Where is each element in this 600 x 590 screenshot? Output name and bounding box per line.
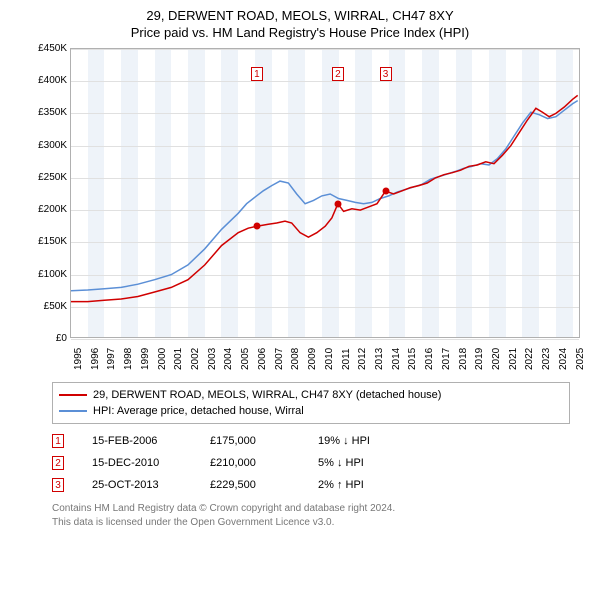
legend-label: 29, DERWENT ROAD, MEOLS, WIRRAL, CH47 8X… xyxy=(93,387,441,403)
y-tick-label: £350K xyxy=(23,107,67,118)
legend-swatch xyxy=(59,410,87,412)
x-tick-label: 1995 xyxy=(73,348,84,370)
sale-marker: 2 xyxy=(52,456,64,470)
sale-row: 1 15-FEB-2006 £175,000 19% ↓ HPI xyxy=(52,430,570,452)
y-tick-label: £250K xyxy=(23,172,67,183)
x-tick-label: 2010 xyxy=(324,348,335,370)
sale-date: 25-OCT-2013 xyxy=(92,474,182,496)
sale-price: £229,500 xyxy=(210,474,290,496)
x-tick-label: 1996 xyxy=(90,348,101,370)
y-tick-label: £450K xyxy=(23,43,67,54)
sales-table: 1 15-FEB-2006 £175,000 19% ↓ HPI 2 15-DE… xyxy=(52,430,570,496)
legend-label: HPI: Average price, detached house, Wirr… xyxy=(93,403,304,419)
sale-price: £175,000 xyxy=(210,430,290,452)
sale-date: 15-FEB-2006 xyxy=(92,430,182,452)
x-tick-label: 2016 xyxy=(424,348,435,370)
footer-line: Contains HM Land Registry data © Crown c… xyxy=(52,502,570,516)
sale-marker-box: 2 xyxy=(332,67,344,81)
x-tick-label: 2007 xyxy=(274,348,285,370)
sale-marker-box: 1 xyxy=(251,67,263,81)
x-tick-label: 2014 xyxy=(391,348,402,370)
x-tick-label: 2012 xyxy=(357,348,368,370)
y-tick-label: £100K xyxy=(23,269,67,280)
title-subtitle: Price paid vs. HM Land Registry's House … xyxy=(10,25,590,40)
x-tick-label: 2004 xyxy=(223,348,234,370)
sale-date: 15-DEC-2010 xyxy=(92,452,182,474)
sale-row: 3 25-OCT-2013 £229,500 2% ↑ HPI xyxy=(52,474,570,496)
x-tick-label: 2008 xyxy=(290,348,301,370)
x-tick-label: 2019 xyxy=(474,348,485,370)
legend-swatch xyxy=(59,394,87,396)
plot-area: £0£50K£100K£150K£200K£250K£300K£350K£400… xyxy=(70,48,580,338)
x-tick-label: 2021 xyxy=(508,348,519,370)
x-tick-label: 2000 xyxy=(157,348,168,370)
sale-price: £210,000 xyxy=(210,452,290,474)
x-tick-label: 2023 xyxy=(541,348,552,370)
chart-wrap: £0 £50K £100K £150K £200K £250K £300K £350K £400… xyxy=(20,48,580,374)
sale-marker-box: 3 xyxy=(380,67,392,81)
legend: 29, DERWENT ROAD, MEOLS, WIRRAL, CH47 8X… xyxy=(52,382,570,424)
footer-line: This data is licensed under the Open Gov… xyxy=(52,516,570,530)
series-property xyxy=(71,95,578,301)
x-tick-label: 2001 xyxy=(173,348,184,370)
title-block: 29, DERWENT ROAD, MEOLS, WIRRAL, CH47 8X… xyxy=(0,0,600,44)
series-svg xyxy=(71,49,581,339)
sale-diff: 19% ↓ HPI xyxy=(318,430,418,452)
sale-diff: 5% ↓ HPI xyxy=(318,452,418,474)
x-tick-label: 1998 xyxy=(123,348,134,370)
legend-row: HPI: Average price, detached house, Wirr… xyxy=(59,403,563,419)
x-tick-label: 2024 xyxy=(558,348,569,370)
sale-diff: 2% ↑ HPI xyxy=(318,474,418,496)
series-hpi xyxy=(71,101,578,291)
y-tick-label: £200K xyxy=(23,204,67,215)
sale-marker-dot xyxy=(334,200,341,207)
sale-row: 2 15-DEC-2010 £210,000 5% ↓ HPI xyxy=(52,452,570,474)
legend-row: 29, DERWENT ROAD, MEOLS, WIRRAL, CH47 8X… xyxy=(59,387,563,403)
x-tick-label: 2013 xyxy=(374,348,385,370)
x-tick-label: 2020 xyxy=(491,348,502,370)
x-tick-label: 2015 xyxy=(407,348,418,370)
y-tick-label: £400K xyxy=(23,75,67,86)
x-tick-label: 2017 xyxy=(441,348,452,370)
y-tick-label: £300K xyxy=(23,140,67,151)
sale-marker: 3 xyxy=(52,478,64,492)
x-axis: 1995 1996 1997 1998 1999 2000 2001 2002 2003 2004… xyxy=(70,338,580,374)
title-address: 29, DERWENT ROAD, MEOLS, WIRRAL, CH47 8X… xyxy=(10,8,590,23)
x-tick-label: 2018 xyxy=(458,348,469,370)
x-tick-label: 2003 xyxy=(207,348,218,370)
x-tick-label: 1999 xyxy=(140,348,151,370)
y-tick-label: £50K xyxy=(23,301,67,312)
footer: Contains HM Land Registry data © Crown c… xyxy=(52,502,570,530)
sale-marker: 1 xyxy=(52,434,64,448)
x-tick-label: 2005 xyxy=(240,348,251,370)
y-tick-label: £0 xyxy=(23,333,67,344)
sale-marker-dot xyxy=(253,223,260,230)
sale-marker-dot xyxy=(382,188,389,195)
x-tick-label: 2011 xyxy=(341,348,352,370)
x-tick-label: 2009 xyxy=(307,348,318,370)
x-tick-label: 2006 xyxy=(257,348,268,370)
y-tick-label: £150K xyxy=(23,236,67,247)
x-tick-label: 2022 xyxy=(524,348,535,370)
chart-container: 29, DERWENT ROAD, MEOLS, WIRRAL, CH47 8X… xyxy=(0,0,600,530)
x-tick-label: 1997 xyxy=(106,348,117,370)
x-tick-label: 2002 xyxy=(190,348,201,370)
x-tick-label: 2025 xyxy=(575,348,586,370)
